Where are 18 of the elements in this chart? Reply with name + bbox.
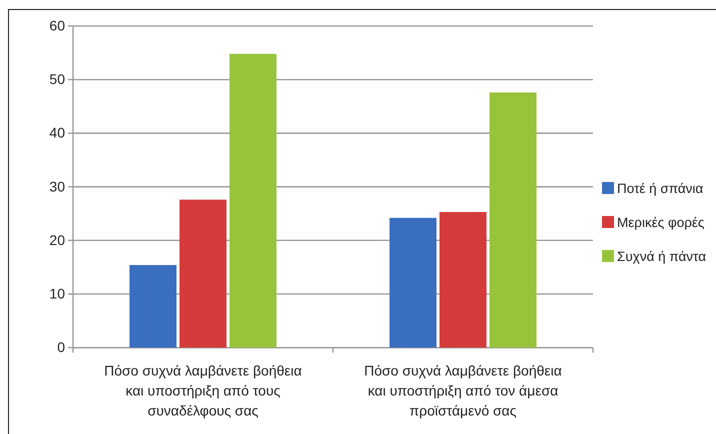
y-tick-label: 30 xyxy=(49,178,66,194)
bar xyxy=(230,54,276,348)
x-tick-label: Πόσο συχνά λαμβάνετε βοήθεια και υποστήριξη από τους συναδέλφους σας xyxy=(104,362,302,419)
bar xyxy=(130,265,176,348)
bar xyxy=(490,92,536,348)
bar xyxy=(180,200,226,348)
y-tick-label: 20 xyxy=(49,232,66,248)
bar xyxy=(390,218,436,348)
y-tick-label: 40 xyxy=(49,124,66,141)
x-tick-label: Πόσο συχνά λαμβάνετε βοήθεια και υποστήριξη από τον άμεσα προϊστάμενό σας xyxy=(364,362,562,419)
legend-label: Μερικές φορές xyxy=(617,215,705,230)
legend-label: Συχνά ή πάντα xyxy=(617,249,706,264)
y-tick-label: 60 xyxy=(49,17,66,34)
y-tick-label: 50 xyxy=(49,71,66,88)
y-tick-label: 0 xyxy=(57,339,66,356)
bar xyxy=(440,212,486,348)
y-tick-label: 10 xyxy=(49,285,66,302)
legend-label: Ποτέ ή σπάνια xyxy=(617,181,704,196)
